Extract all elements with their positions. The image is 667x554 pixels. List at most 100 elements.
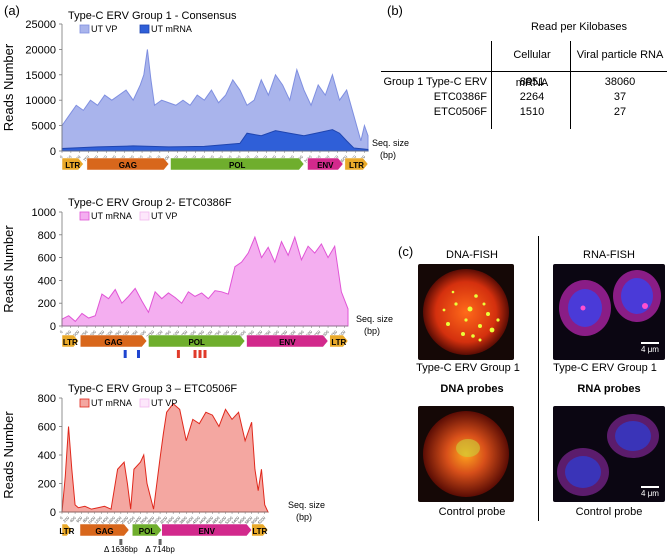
rna-fish-cells bbox=[559, 270, 661, 344]
gene-ltr bbox=[61, 157, 84, 171]
x-tick-label: 3200 bbox=[159, 515, 169, 525]
x-tick-label: 5000 bbox=[217, 515, 227, 525]
gene-label: LTR bbox=[63, 338, 78, 347]
x-tick-label: 6000 bbox=[250, 515, 260, 525]
gene-pol bbox=[170, 157, 305, 171]
table-cell: 27 bbox=[613, 106, 627, 118]
y-tick-label: 800 bbox=[38, 230, 56, 242]
x-tick-label: 2500 bbox=[137, 329, 147, 339]
table-divider bbox=[381, 71, 667, 72]
mutation-marker bbox=[176, 350, 180, 358]
gene-label: LTR bbox=[331, 338, 346, 347]
x-tick-label: 600 bbox=[75, 515, 84, 524]
x-tick-label: 0 bbox=[59, 154, 65, 160]
x-tick-label: 4500 bbox=[204, 329, 214, 339]
x-tick-label: 2750 bbox=[145, 329, 155, 339]
x-tick-label: 5400 bbox=[230, 515, 240, 525]
x-tick-label: 5800 bbox=[244, 515, 254, 525]
gene-label: POL bbox=[188, 338, 205, 347]
x-tick-label: 750 bbox=[82, 154, 91, 163]
x-tick-label: 6500 bbox=[270, 329, 280, 339]
x-tick-label: 2000 bbox=[119, 515, 129, 525]
x-tick-label: 800 bbox=[82, 515, 91, 524]
deletion-label: Δ 1636bp bbox=[104, 545, 138, 554]
gene-label: LTR bbox=[59, 527, 74, 536]
x-tick-label: 7500 bbox=[303, 329, 313, 339]
mutation-marker bbox=[198, 350, 202, 358]
deletion-marker bbox=[119, 539, 123, 545]
seq-size-unit: (bp) bbox=[296, 512, 312, 522]
panel-letter-b: (b) bbox=[387, 3, 403, 18]
legend-label: UT VP bbox=[151, 398, 177, 408]
legend-label: UT mRNA bbox=[91, 211, 132, 221]
gene-ltr bbox=[61, 334, 79, 348]
gene-label: POL bbox=[139, 527, 156, 536]
x-tick-label: 1750 bbox=[112, 329, 122, 339]
y-axis-label: Reads Number bbox=[1, 43, 16, 131]
x-tick-label: 7000 bbox=[287, 329, 297, 339]
gene-label: LTR bbox=[252, 527, 267, 536]
x-tick-label: 7750 bbox=[312, 329, 322, 339]
table-cell: 8851 bbox=[519, 76, 545, 88]
rna-probes-label: RNA probes bbox=[577, 383, 641, 395]
x-tick-label: 3600 bbox=[172, 515, 182, 525]
x-tick-label: 4000 bbox=[187, 329, 197, 339]
x-tick-label: 2200 bbox=[126, 515, 136, 525]
scale-bar bbox=[641, 486, 659, 488]
legend-label: UT VP bbox=[91, 24, 117, 34]
gene-gag bbox=[80, 334, 148, 348]
mutation-marker bbox=[136, 350, 140, 358]
seq-size-label: Seq. size bbox=[356, 314, 393, 324]
mutation-marker bbox=[123, 350, 127, 358]
dna-control-image bbox=[418, 406, 514, 502]
table-divider bbox=[570, 41, 571, 129]
gene-gag bbox=[79, 523, 130, 537]
table-title: Read per Kilobases bbox=[530, 21, 627, 33]
nucleus bbox=[423, 269, 509, 355]
x-tick-label: 7250 bbox=[295, 329, 305, 339]
panel-letter-c: (c) bbox=[398, 244, 414, 259]
y-tick-label: 200 bbox=[38, 479, 56, 491]
x-tick-label: 1200 bbox=[93, 515, 103, 525]
y-tick-label: 600 bbox=[38, 422, 56, 434]
seq-size-label: Seq. size bbox=[372, 138, 409, 148]
x-tick-label: 5600 bbox=[237, 515, 247, 525]
y-tick-label: 25000 bbox=[25, 19, 56, 31]
table-row-name: Group 1 Type-C ERV bbox=[383, 76, 487, 88]
deletion-label: Δ 714bp bbox=[145, 545, 175, 554]
x-tick-label: 5200 bbox=[224, 515, 234, 525]
x-tick-label: 500 bbox=[72, 329, 81, 338]
gene-pol bbox=[132, 523, 163, 537]
x-tick-label: 3250 bbox=[162, 329, 172, 339]
gene-pol bbox=[148, 334, 246, 348]
nucleus bbox=[565, 456, 601, 488]
x-tick-label: 4000 bbox=[185, 515, 195, 525]
x-tick-label: 1000 bbox=[87, 515, 97, 525]
table-cell: 2264 bbox=[519, 91, 545, 103]
x-tick-label: 8500 bbox=[337, 329, 347, 339]
x-tick-label: 2250 bbox=[129, 329, 139, 339]
seq-size-unit: (bp) bbox=[364, 326, 380, 336]
dna-control-caption: Control probe bbox=[438, 506, 506, 518]
series-area bbox=[61, 402, 269, 513]
x-tick-label: 0 bbox=[59, 515, 65, 521]
rna-control-image: 4 μm bbox=[553, 406, 665, 502]
deletion-marker bbox=[158, 539, 162, 545]
y-tick-label: 600 bbox=[38, 253, 56, 265]
x-tick-label: 1000 bbox=[87, 329, 97, 339]
fish-divider bbox=[538, 236, 539, 521]
x-tick-label: 4400 bbox=[198, 515, 208, 525]
x-tick-label: 2400 bbox=[132, 515, 142, 525]
gene-label: LTR bbox=[65, 161, 80, 170]
y-tick-label: 5000 bbox=[32, 121, 56, 133]
x-tick-label: 1600 bbox=[106, 515, 116, 525]
y-tick-label: 800 bbox=[38, 393, 56, 405]
gene-label: ENV bbox=[317, 161, 334, 170]
coverage-chart-3: Type-C ERV Group 3 – ETC0506F Reads Numbe… bbox=[1, 383, 325, 554]
gene-ltr bbox=[61, 523, 73, 537]
gene-label: ENV bbox=[198, 527, 215, 536]
rna-control-cells bbox=[557, 414, 659, 496]
x-tick-label: 3500 bbox=[170, 329, 180, 339]
x-tick-label: 6250 bbox=[262, 329, 272, 339]
legend-swatch bbox=[79, 24, 90, 34]
